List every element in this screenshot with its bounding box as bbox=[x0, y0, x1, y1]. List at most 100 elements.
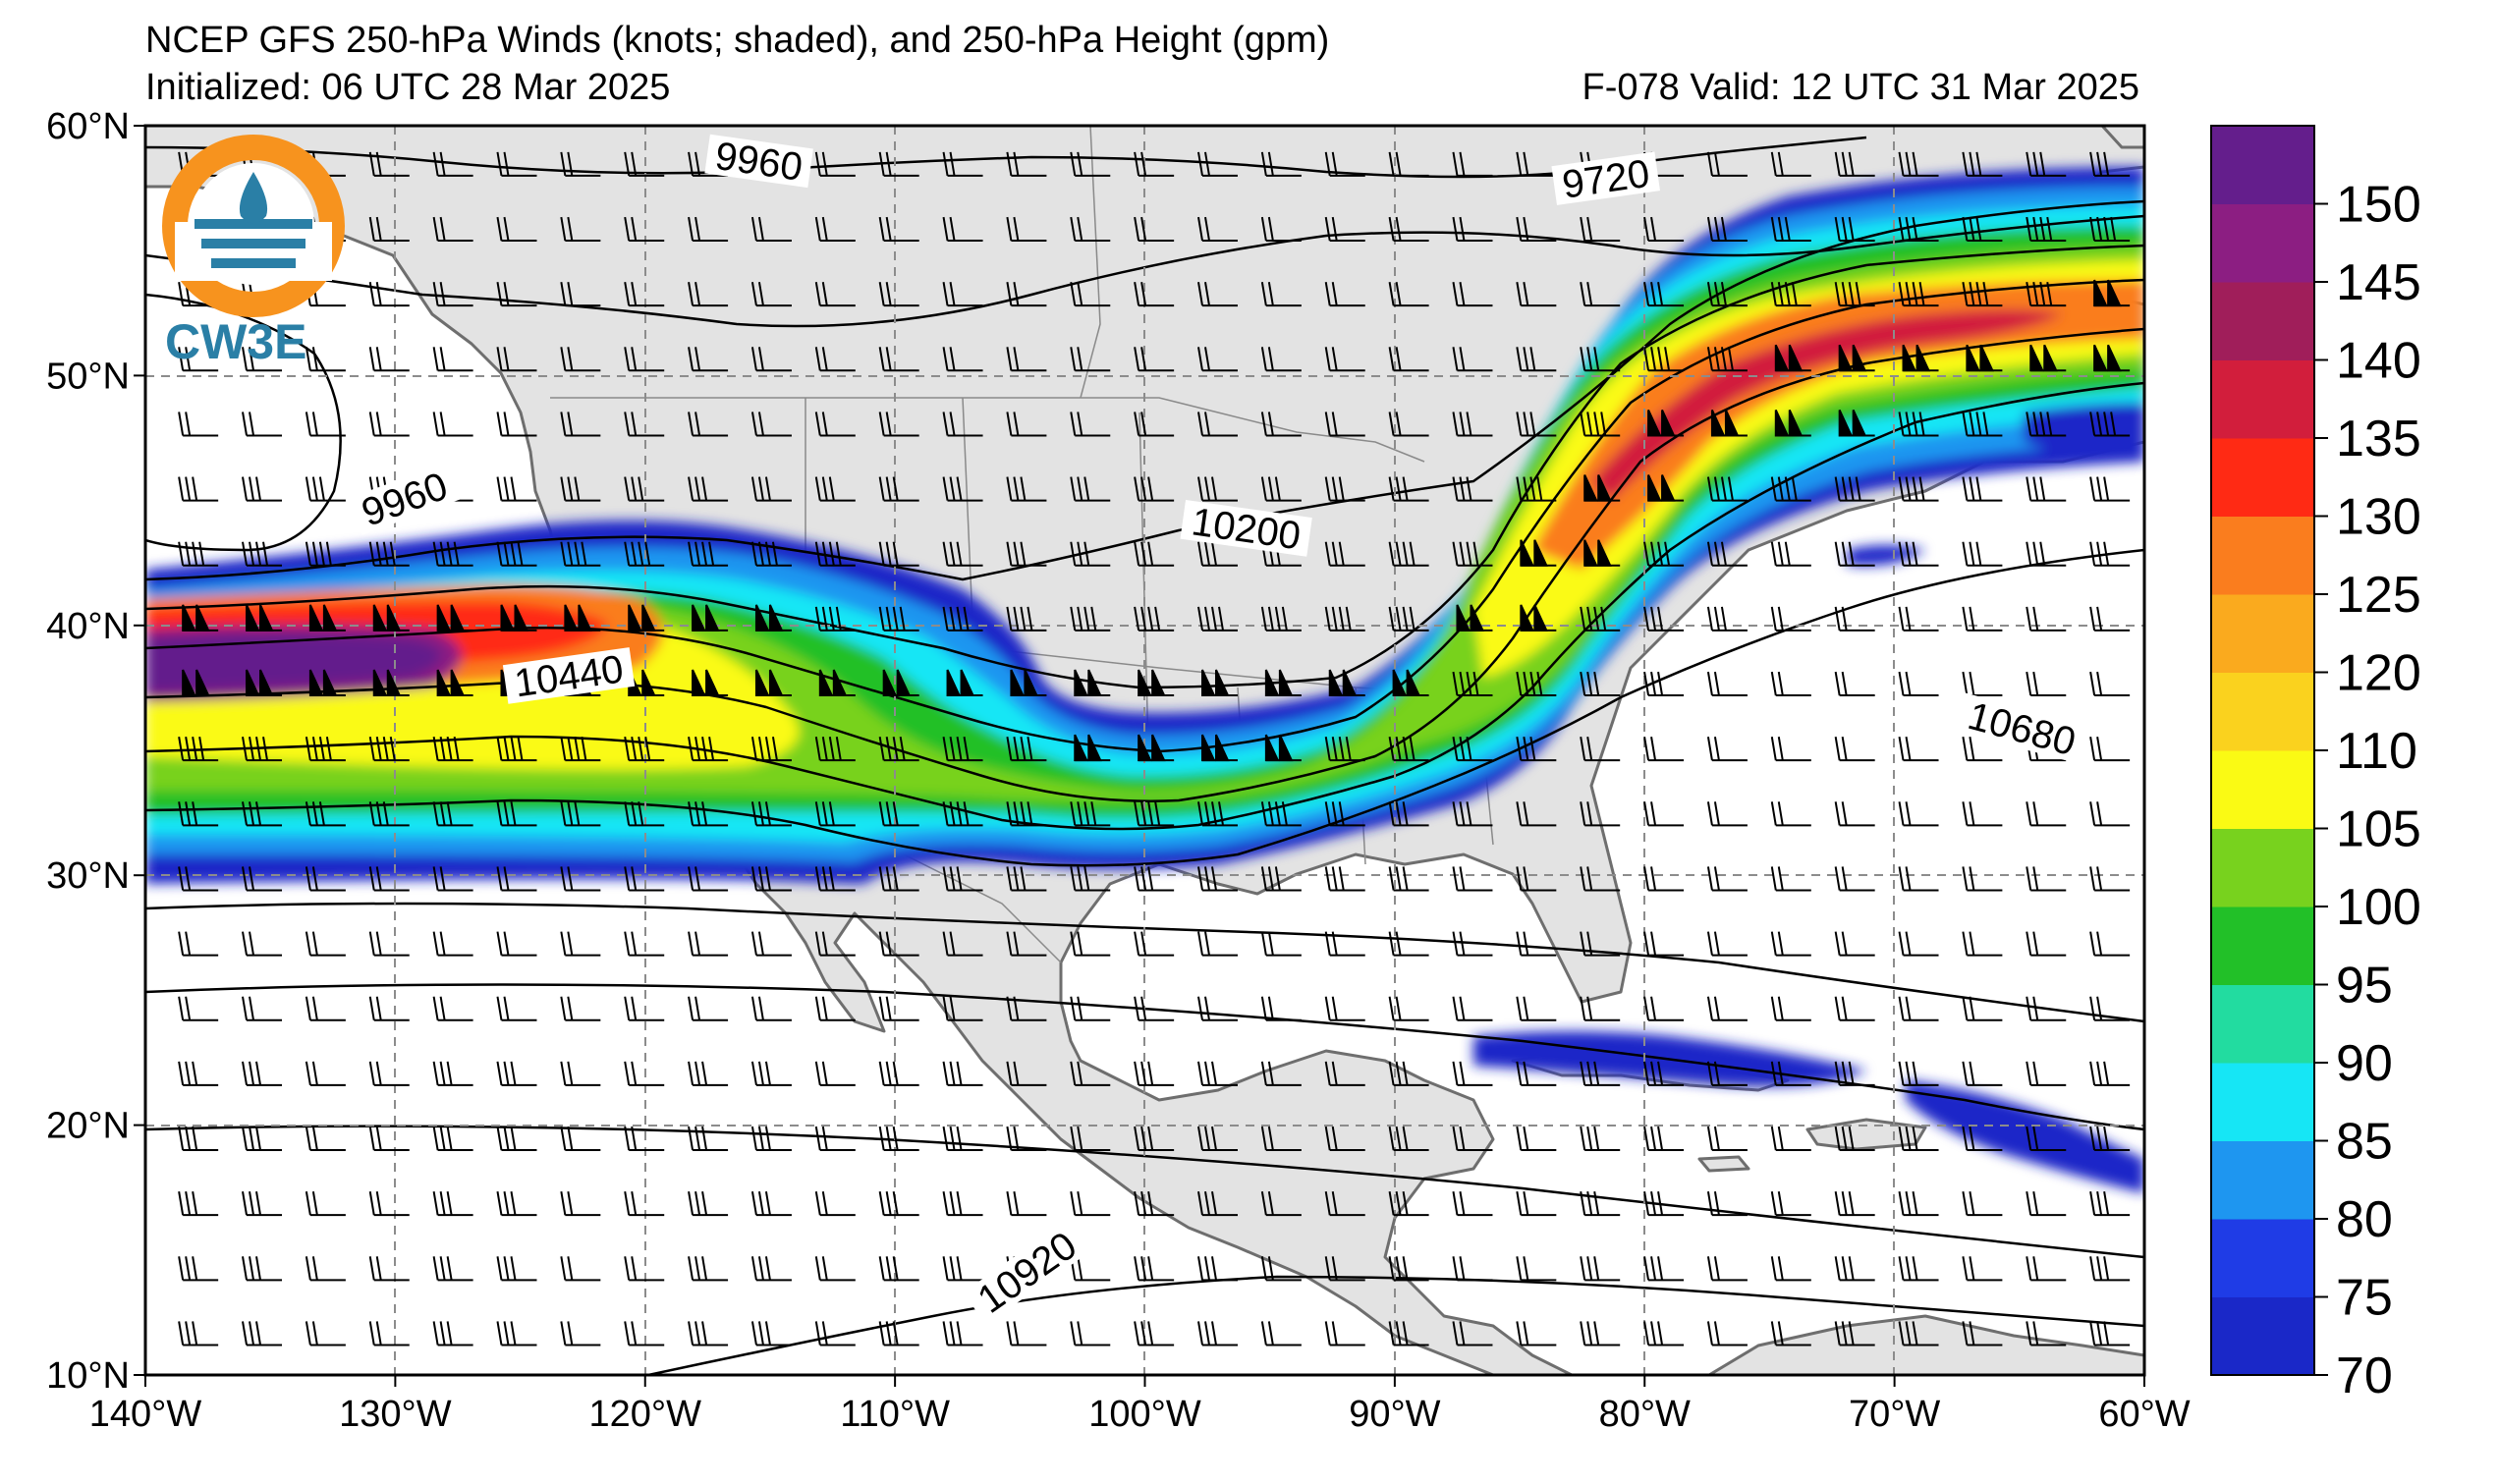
wind-barb bbox=[1452, 737, 1493, 762]
wind-barb bbox=[308, 669, 346, 697]
wind-barb bbox=[436, 669, 473, 697]
wind-barb bbox=[1260, 476, 1302, 502]
colorbar-label: 135 bbox=[2336, 411, 2421, 467]
wind-barb bbox=[178, 996, 219, 1021]
wind-barb bbox=[1134, 931, 1175, 957]
wind-barb bbox=[1643, 541, 1685, 567]
wind-barb bbox=[1643, 1126, 1685, 1152]
wind-barb bbox=[1388, 541, 1429, 567]
lon-tick-label: 140°W bbox=[89, 1394, 202, 1435]
wind-barb bbox=[1197, 282, 1239, 307]
wind-barb bbox=[1324, 347, 1365, 372]
wind-barb bbox=[305, 1191, 346, 1217]
wind-barb bbox=[1580, 737, 1621, 762]
wind-barb bbox=[1643, 216, 1685, 243]
wind-barb bbox=[560, 282, 601, 307]
wind-barb bbox=[1516, 476, 1557, 502]
wind-barb bbox=[1962, 476, 2003, 502]
wind-barb bbox=[1834, 931, 1875, 957]
wind-barb bbox=[2093, 279, 2131, 307]
wind-barb bbox=[1516, 866, 1557, 892]
wind-barb bbox=[1774, 344, 1811, 372]
wind-barb bbox=[368, 282, 410, 307]
wind-barb bbox=[1834, 996, 1875, 1021]
wind-barb bbox=[1647, 474, 1685, 502]
wind-barb bbox=[814, 737, 856, 762]
wind-barb bbox=[814, 1191, 856, 1217]
wind-barb bbox=[750, 1061, 792, 1086]
colorbar-label: 90 bbox=[2336, 1035, 2393, 1092]
wind-barb bbox=[496, 151, 537, 177]
wind-barb bbox=[1580, 1191, 1621, 1217]
wind-barb bbox=[2089, 151, 2131, 177]
contour-label: 9720 bbox=[1551, 151, 1660, 207]
wind-barb bbox=[750, 801, 792, 827]
wind-barb bbox=[1898, 1321, 1939, 1347]
wind-barb bbox=[688, 541, 729, 567]
wind-barb bbox=[305, 801, 346, 827]
colorbar-label: 130 bbox=[2336, 489, 2421, 546]
wind-barb bbox=[2089, 996, 2131, 1021]
wind-barb bbox=[688, 1321, 729, 1347]
wind-barb bbox=[942, 737, 983, 762]
wind-barb bbox=[178, 1321, 219, 1347]
wind-barb bbox=[942, 1321, 983, 1347]
wind-barb bbox=[242, 866, 283, 892]
wind-barb bbox=[624, 996, 665, 1021]
wind-barb bbox=[1388, 476, 1429, 502]
wind-barb bbox=[305, 1256, 346, 1282]
wind-barb bbox=[624, 282, 665, 307]
wind-barb bbox=[688, 1126, 729, 1152]
wind-barb bbox=[1962, 931, 2003, 957]
wind-barb bbox=[1452, 151, 1493, 177]
wind-barb bbox=[2026, 412, 2067, 437]
wind-barb bbox=[1388, 347, 1429, 372]
wind-barb bbox=[1070, 1321, 1111, 1347]
wind-barb bbox=[432, 1191, 473, 1217]
wind-barb bbox=[1324, 737, 1365, 762]
wind-barb bbox=[1834, 801, 1875, 827]
wind-barb bbox=[1516, 282, 1557, 307]
wind-barb bbox=[688, 1256, 729, 1282]
colorbar-segment bbox=[2211, 672, 2314, 751]
wind-barb bbox=[1201, 669, 1239, 697]
jamaica-island bbox=[1697, 1155, 1750, 1173]
wind-barb bbox=[1583, 539, 1621, 567]
wind-barb bbox=[1898, 996, 1939, 1021]
wind-barb bbox=[878, 216, 919, 243]
wind-barb bbox=[1134, 151, 1175, 177]
wind-barb bbox=[1324, 1321, 1365, 1347]
wind-barb bbox=[1774, 410, 1811, 437]
wind-barb bbox=[1260, 931, 1302, 957]
wind-barb bbox=[1706, 737, 1748, 762]
wind-barb bbox=[946, 669, 983, 697]
wind-barb bbox=[1006, 1191, 1047, 1217]
wind-barb bbox=[2026, 1191, 2067, 1217]
wind-barb bbox=[750, 737, 792, 762]
wind-barb bbox=[1070, 1061, 1111, 1086]
colorbar-segment bbox=[2211, 984, 2314, 1064]
wind-barb bbox=[942, 216, 983, 243]
wind-barb bbox=[624, 866, 665, 892]
wind-barb bbox=[178, 1191, 219, 1217]
wind-barb bbox=[1898, 1061, 1939, 1086]
wind-barb bbox=[1070, 282, 1111, 307]
wind-barb bbox=[432, 737, 473, 762]
wind-barb bbox=[624, 347, 665, 372]
wind-barb bbox=[1134, 801, 1175, 827]
wind-barb bbox=[688, 996, 729, 1021]
wind-barb bbox=[1197, 216, 1239, 243]
wind-barb bbox=[1328, 669, 1365, 697]
wind-barb bbox=[1580, 996, 1621, 1021]
wind-barb bbox=[942, 1256, 983, 1282]
wind-barb bbox=[942, 412, 983, 437]
wind-barb bbox=[1643, 1256, 1685, 1282]
wind-barb bbox=[1324, 541, 1365, 567]
wind-barb bbox=[2093, 344, 2131, 372]
wind-barb bbox=[1197, 931, 1239, 957]
wind-barb bbox=[942, 1126, 983, 1152]
wind-barb bbox=[1070, 801, 1111, 827]
wind-barb bbox=[1898, 1126, 1939, 1152]
wind-barb bbox=[2089, 671, 2131, 697]
wind-barb bbox=[624, 737, 665, 762]
